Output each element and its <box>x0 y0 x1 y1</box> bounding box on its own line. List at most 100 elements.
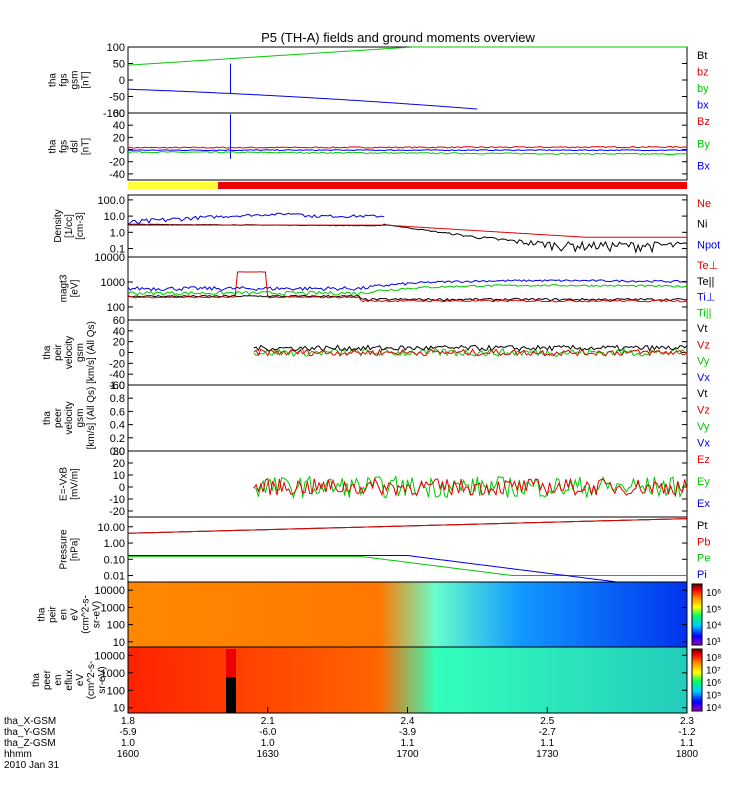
legend-entry: Ez <box>697 454 710 466</box>
y-tick-label: -60 <box>109 380 125 392</box>
x-axis-value-x: 1.8 <box>121 716 135 727</box>
y-axis-label-line: en <box>53 674 64 685</box>
y-tick-label: 0.4 <box>110 420 125 432</box>
y-axis-label-line: (cm^2-s- <box>86 661 97 700</box>
colorbar-tick-label: 10³ <box>706 637 721 648</box>
panel-density: 100.0 10.0 1.0 0.1 Density [1/cc] [cm-3] Ne Ni Np… <box>53 194 720 258</box>
trace-pi <box>128 555 687 583</box>
y-axis-label-line: peir <box>53 343 64 360</box>
x-axis-value-z: 1.1 <box>401 738 415 749</box>
y-axis-label-line: velocity <box>64 336 75 369</box>
y-axis-label-line: fgs <box>59 73 70 86</box>
trace-vt <box>253 344 688 352</box>
colorbar-tick-label: 10⁴ <box>706 703 721 714</box>
legend-entry: Bz <box>697 116 710 128</box>
trace-npot <box>127 212 385 225</box>
y-tick-label: 0 <box>119 482 125 494</box>
spectrogram-gap-black <box>226 677 236 713</box>
y-axis-label-line: gsm <box>75 409 86 428</box>
y-tick-label: 10.0 <box>104 211 125 223</box>
y-tick-label: -40 <box>109 369 125 381</box>
y-axis-label-line: E=-VxB <box>59 467 70 502</box>
trace-ne <box>128 224 687 238</box>
y-axis-label-line: dsl <box>70 140 81 153</box>
trace-ti-perp <box>127 279 688 292</box>
colorbar-tick-label: 10⁸ <box>706 653 721 664</box>
y-tick-label: 20 <box>113 337 125 349</box>
x-axis-value-time: 1730 <box>536 749 559 760</box>
y-axis-label-line: [nPa] <box>70 538 81 562</box>
y-tick-label: 100 <box>107 302 125 314</box>
legend-entry: Vx <box>697 372 710 384</box>
y-axis-label-line: magt3 <box>59 274 70 302</box>
x-axis-value-x: 2.5 <box>540 716 554 727</box>
y-axis-label-line: fgs <box>59 140 70 153</box>
y-tick-label: 10 <box>113 703 125 715</box>
y-axis-label-line: tha <box>42 411 53 425</box>
legend-entry: Pb <box>697 536 710 548</box>
y-tick-label: 0.6 <box>110 406 125 418</box>
y-tick-label: 30 <box>113 446 125 458</box>
x-axis-value-y: -5.9 <box>119 727 137 738</box>
legend-entry: Bx <box>697 161 710 173</box>
trace-vz <box>253 348 688 357</box>
trace-ni <box>127 223 688 254</box>
panel-frame <box>127 46 688 114</box>
legend-entry: Vy <box>697 356 710 368</box>
y-tick-label: -10 <box>109 494 125 506</box>
legend-entry: Vz <box>697 339 710 351</box>
chart-title: P5 (TH-A) fields and ground moments over… <box>261 30 535 45</box>
y-axis-label-line: tha <box>31 673 42 687</box>
y-tick-label: -40 <box>109 169 125 181</box>
spectrogram-electron <box>128 647 687 713</box>
y-tick-label: 100 <box>107 42 125 54</box>
legend-entry: Ti⊥ <box>697 292 715 304</box>
colorbar-tick-label: 10⁵ <box>706 604 721 615</box>
y-tick-label: 100.0 <box>97 195 125 207</box>
y-axis-label-line: velocity <box>64 401 75 434</box>
y-tick-label: 10000 <box>94 252 125 264</box>
y-tick-label: 0 <box>119 145 125 157</box>
legend-entry: bz <box>697 67 709 79</box>
x-axis-value-x: 2.3 <box>680 716 694 727</box>
legend-entry: Ex <box>697 498 710 510</box>
mode-bar-fast <box>218 182 687 189</box>
y-axis-label-line: [km/s] (All Qs) <box>86 321 97 384</box>
y-tick-label: 0 <box>119 348 125 360</box>
legend-entry: Te|| <box>697 276 714 288</box>
y-axis-label-line: eflux <box>64 669 75 690</box>
y-axis-label-line: [1/cc] <box>64 214 75 238</box>
y-tick-label: 1000 <box>101 602 125 614</box>
mode-bar-slow <box>128 182 218 189</box>
legend-entry: Te⊥ <box>697 260 718 272</box>
y-tick-label: 0.0 <box>110 446 125 458</box>
trace-bz <box>127 145 688 149</box>
trace-by-dsl <box>127 150 688 156</box>
y-axis-label-line: eV <box>75 674 86 687</box>
panel-peer_velocity: 1.00.80.6 0.40.20.0 tha peer velocity gsm [km/… <box>42 380 710 458</box>
y-axis-label-line: peer <box>42 669 53 690</box>
x-axis-value-x: 2.4 <box>401 716 415 727</box>
y-axis-label-line: Density <box>53 209 64 242</box>
trace-pb <box>127 518 688 534</box>
y-axis-label-line: peir <box>48 605 59 622</box>
y-tick-label: 100 <box>107 685 125 697</box>
y-axis-label-line: [eV] <box>70 279 81 297</box>
x-axis-value-z: 1.1 <box>680 738 694 749</box>
y-axis-label-line: [cm-3] <box>75 212 86 240</box>
spectrogram-gap-red <box>226 649 236 677</box>
y-tick-label: 0.2 <box>110 433 125 445</box>
y-axis-label-line: [nT] <box>81 138 92 155</box>
y-axis-label-line: [mV/m] <box>70 468 81 500</box>
legend-entry: Vy <box>697 421 710 433</box>
trace-by <box>127 46 687 66</box>
y-tick-label: 20 <box>113 132 125 144</box>
x-axis-value-time: 1800 <box>676 749 699 760</box>
legend-entry: Ey <box>697 476 710 488</box>
y-tick-label: -20 <box>109 506 125 518</box>
y-tick-label: 1000 <box>101 277 125 289</box>
trace-ez <box>253 477 688 497</box>
colorbar-tick-label: 10⁴ <box>706 621 721 632</box>
y-axis-label-line: eV <box>70 608 81 621</box>
